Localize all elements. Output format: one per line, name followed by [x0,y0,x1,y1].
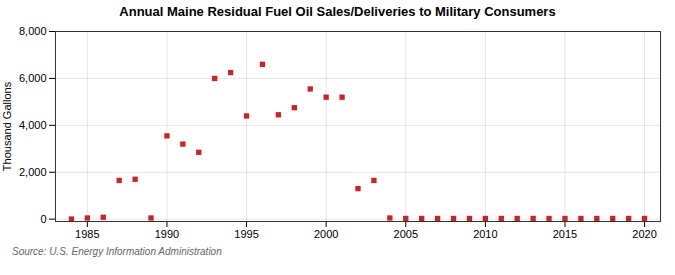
svg-text:1995: 1995 [234,228,258,240]
svg-text:2015: 2015 [553,228,577,240]
svg-text:2005: 2005 [394,228,418,240]
svg-text:8,000: 8,000 [19,25,47,37]
html-text:Source: U.S. Energy Informatio: Source: U.S. Energy Information Administ… [12,246,222,257]
html-text:Annual Maine Residual Fuel Oil: Annual Maine Residual Fuel Oil Sales/Del… [119,4,556,19]
svg-text:2010: 2010 [473,228,497,240]
svg-text:0: 0 [40,213,46,225]
svg-text:2,000: 2,000 [19,166,47,178]
svg-text:Thousand Gallons: Thousand Gallons [1,81,13,171]
svg-text:2020: 2020 [632,228,656,240]
svg-text:6,000: 6,000 [19,72,47,84]
svg-text:1985: 1985 [75,228,99,240]
svg-text:1990: 1990 [155,228,179,240]
svg-text:4,000: 4,000 [19,119,47,131]
svg-text:2000: 2000 [314,228,338,240]
